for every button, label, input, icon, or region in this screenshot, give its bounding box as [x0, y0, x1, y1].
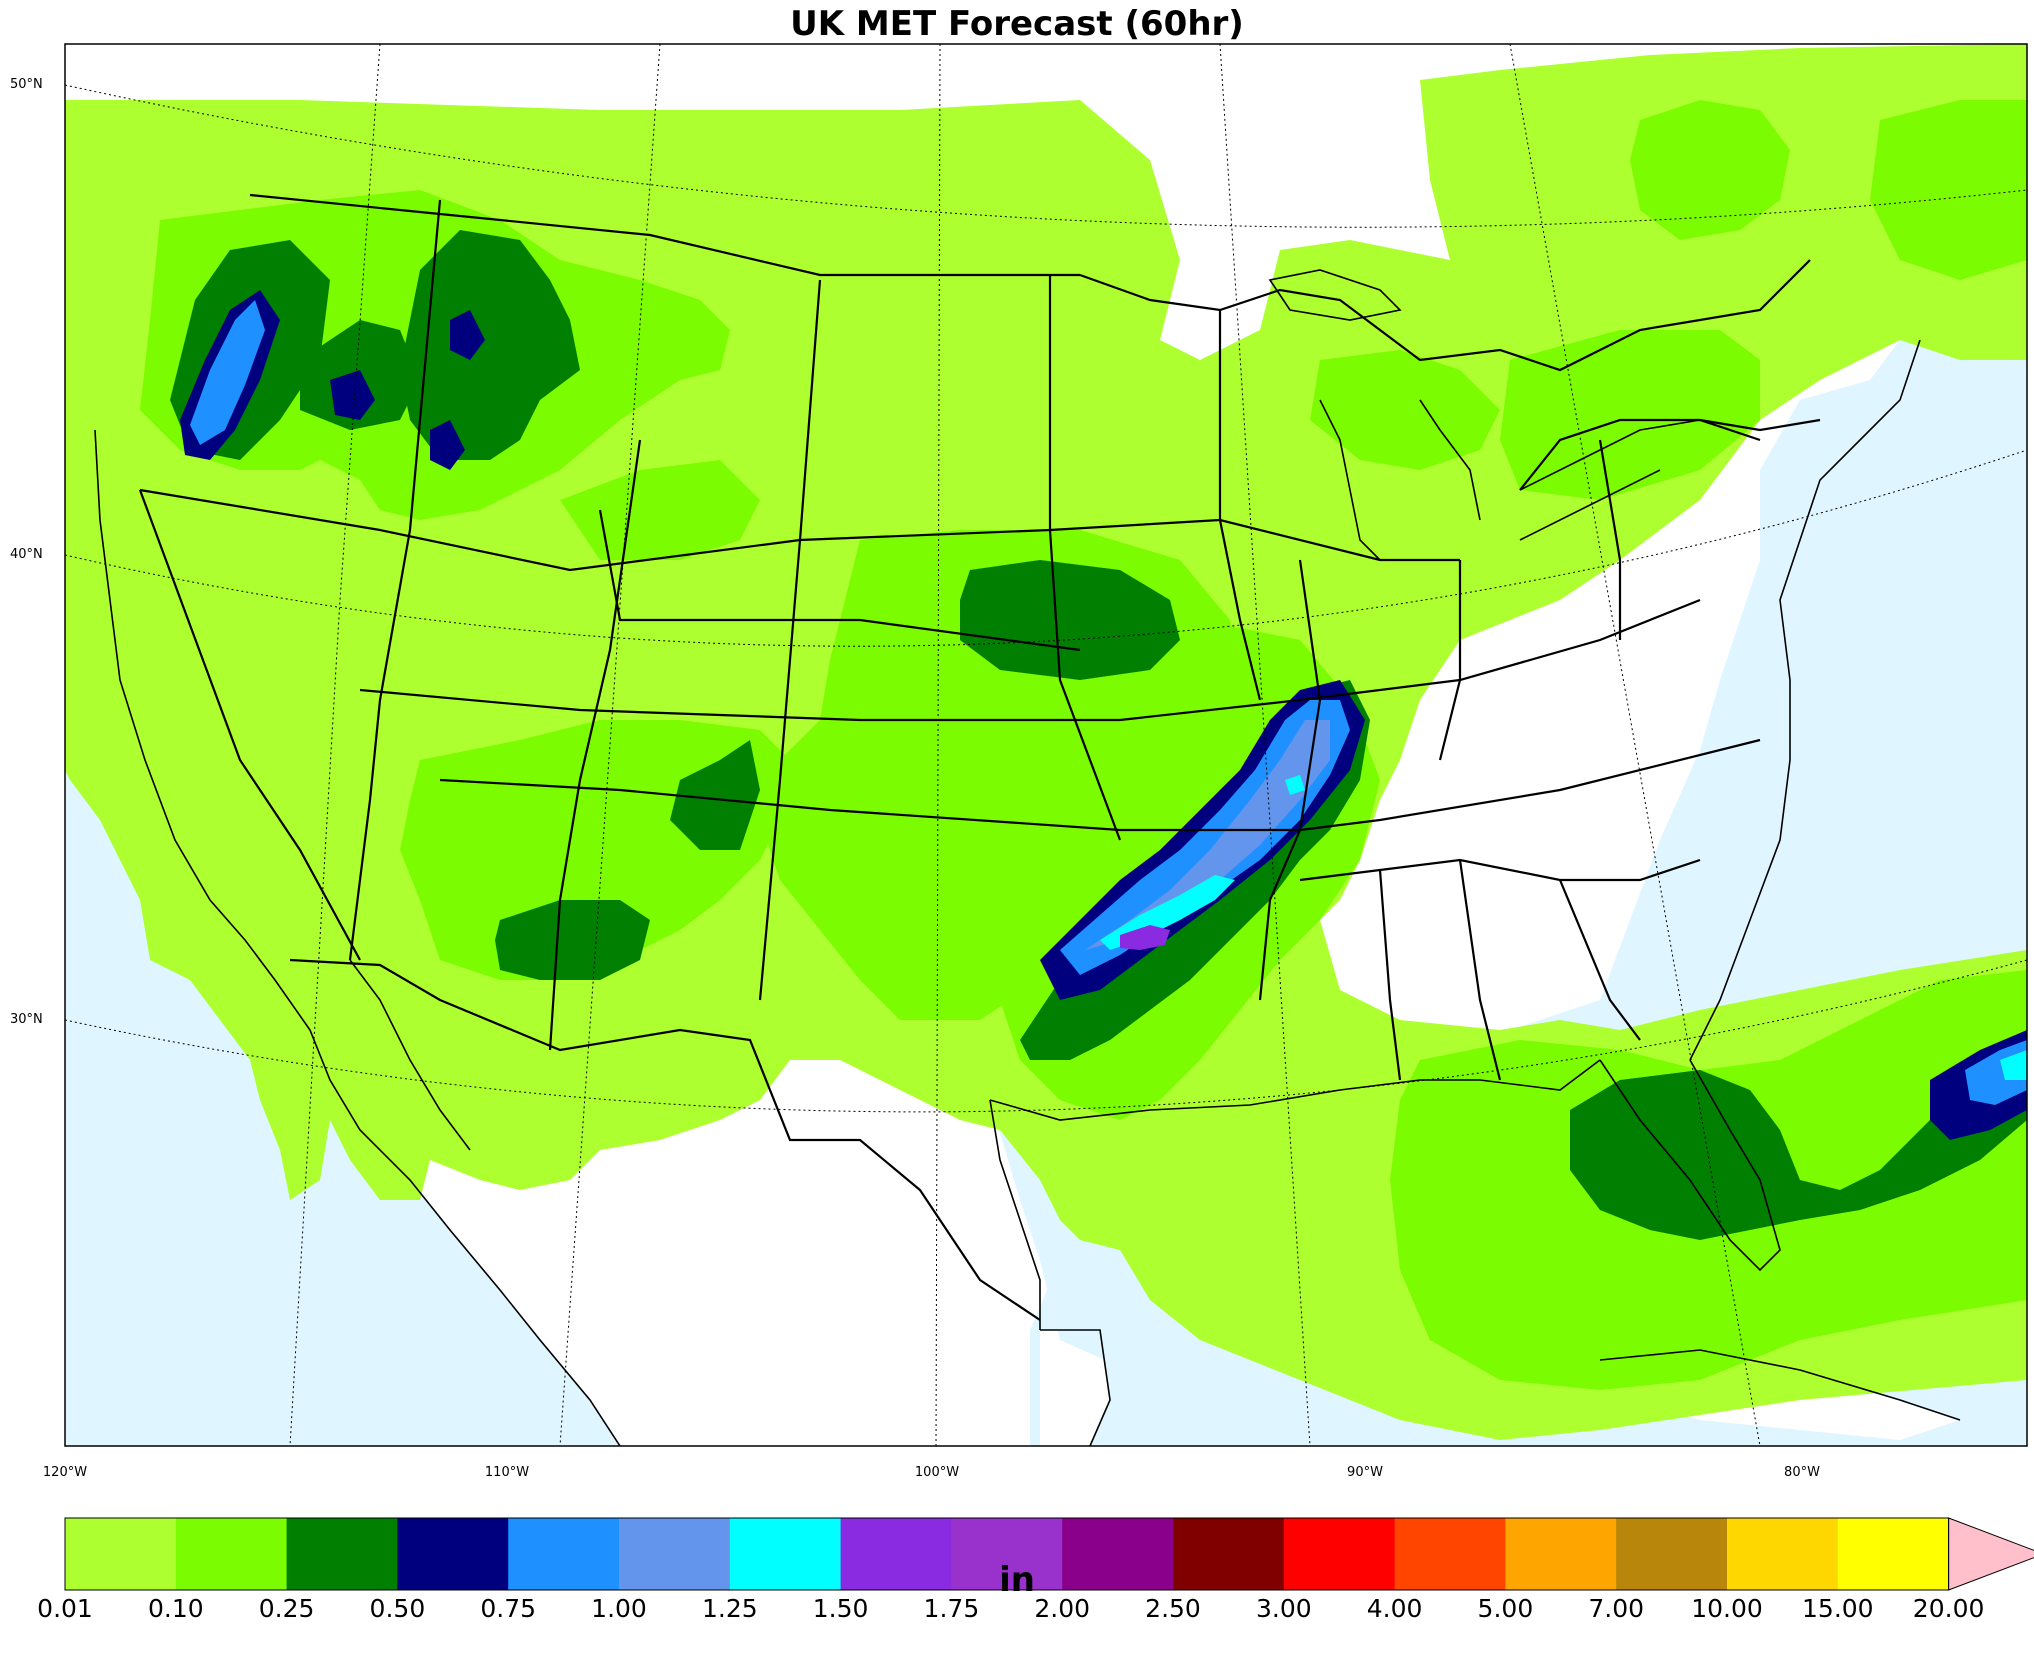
coastlines	[94, 269, 1961, 1446]
pacific-ocean	[65, 380, 620, 1446]
colorbar-tick-label: 3.00	[1255, 1594, 1312, 1623]
colorbar-units: in	[999, 1560, 1035, 1600]
colorbar-swatch	[619, 1518, 731, 1590]
precip-layer-1.50	[1120, 925, 1170, 950]
lon-label-100w: 100°W	[914, 1465, 960, 1480]
colorbar-swatch	[1616, 1518, 1728, 1590]
colorbar-swatch	[840, 1518, 952, 1590]
lat-label-50n: 50°N	[10, 77, 43, 92]
colorbar-swatch	[397, 1518, 509, 1590]
colorbar-swatch	[951, 1518, 1063, 1590]
political-boundaries	[138, 193, 1821, 1321]
map-frame	[64, 43, 2028, 1447]
colorbar-swatch	[1173, 1518, 1285, 1590]
colorbar-tick-label: 10.00	[1691, 1594, 1763, 1623]
colorbar-tick-label: 1.75	[923, 1594, 980, 1623]
lon-label-90w: 90°W	[1347, 1465, 1383, 1480]
colorbar-tick-label: 0.50	[369, 1594, 426, 1623]
lon-label-110w: 110°W	[484, 1465, 530, 1480]
lon-label-120w: 120°W	[42, 1465, 88, 1480]
colorbar-swatch	[1283, 1518, 1396, 1590]
colorbar-swatch	[286, 1518, 398, 1590]
colorbar-swatch	[1505, 1518, 1617, 1590]
colorbar-swatch	[508, 1518, 620, 1590]
colorbar-swatch	[1394, 1518, 1506, 1590]
colorbar-tick-label: 7.00	[1588, 1594, 1645, 1623]
colorbar-swatch	[1837, 1518, 1950, 1590]
colorbar-tick-label: 5.00	[1477, 1594, 1534, 1623]
colorbar-tick-label: 0.25	[258, 1594, 315, 1623]
colorbar-tick-label: 15.00	[1802, 1594, 1874, 1623]
colorbar-tick-label: 0.10	[147, 1594, 204, 1623]
colorbar-swatch	[729, 1518, 842, 1590]
colorbar-swatch	[1062, 1518, 1174, 1590]
land-yucatan	[1040, 1330, 1110, 1446]
precip-layer-1.00	[1085, 720, 1330, 950]
colorbar-tick-label: 0.75	[480, 1594, 537, 1623]
colorbar	[64, 1517, 2034, 1591]
graticule	[65, 44, 2027, 1446]
lat-label-40n: 40°N	[10, 547, 43, 562]
colorbar-tick-label: 20.00	[1912, 1594, 1985, 1623]
colorbar-tick-label: 1.00	[591, 1594, 647, 1623]
colorbar-tick-label: 0.01	[37, 1594, 93, 1623]
atlantic-ocean	[1640, 250, 2027, 1060]
colorbar-tick-label: 2.00	[1034, 1594, 1091, 1623]
colorbar-frame	[64, 1517, 1950, 1591]
colorbar-swatch	[65, 1518, 177, 1590]
colorbar-swatch	[175, 1518, 288, 1590]
colorbar-tick-label: 2.50	[1145, 1594, 1201, 1623]
lat-label-30n: 30°N	[10, 1012, 43, 1027]
colorbar-tick-label: 1.25	[701, 1594, 758, 1623]
lon-label-80w: 80°W	[1784, 1465, 1820, 1480]
page-title: UK MET Forecast (60hr)	[790, 4, 1244, 44]
colorbar-swatch	[1727, 1518, 1839, 1590]
colorbar-tick-label: 4.00	[1366, 1594, 1423, 1623]
colorbar-tick-label: 1.50	[812, 1594, 869, 1623]
